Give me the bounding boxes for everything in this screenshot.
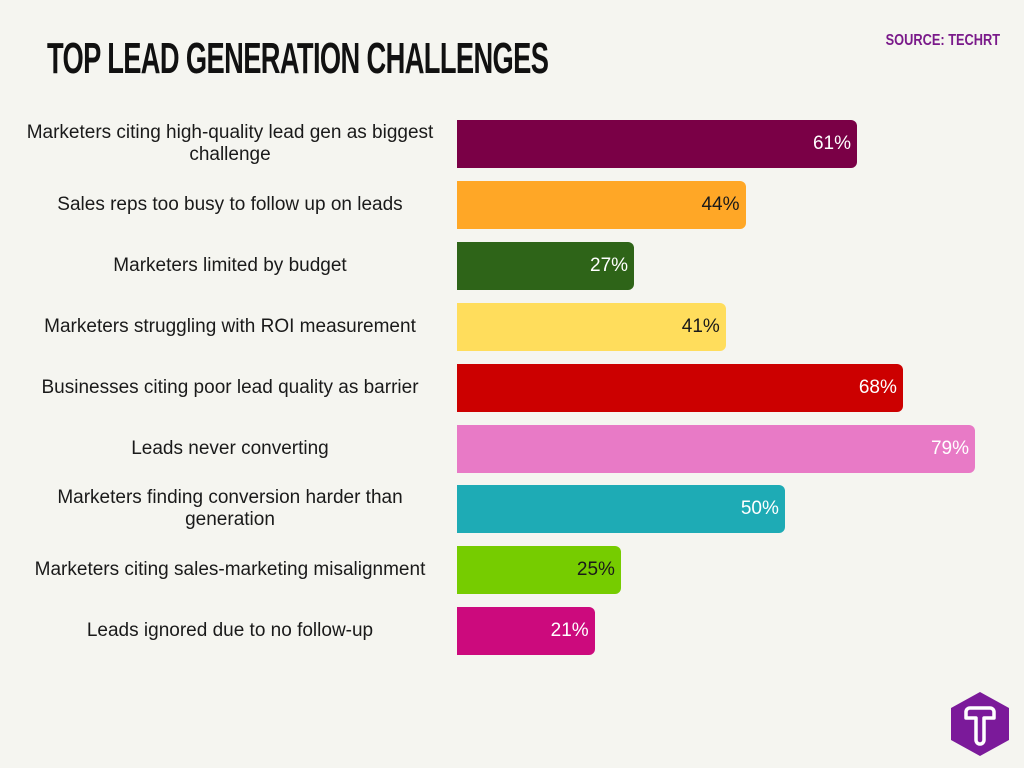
bar: 27% <box>457 241 635 290</box>
data-label: 79% <box>930 437 969 459</box>
category-label: Marketers struggling with ROI measuremen… <box>44 315 416 337</box>
bar: 61% <box>457 120 857 168</box>
category-label: Marketers citing sales-marketing misalig… <box>34 559 426 581</box>
bar: 44% <box>457 180 746 229</box>
data-label: 61% <box>812 133 851 154</box>
bar: 25% <box>457 546 621 595</box>
category-label: Leads never converting <box>131 437 329 459</box>
data-label: 25% <box>576 559 615 581</box>
data-label: 44% <box>701 193 740 215</box>
category-label: Businesses citing poor lead quality as b… <box>41 376 419 398</box>
data-label: 41% <box>681 315 720 337</box>
bar: 41% <box>457 302 726 351</box>
data-label: 50% <box>740 498 779 520</box>
category-label: Marketers citing high-quality lead gen a… <box>26 122 434 165</box>
category-label: Marketers finding conversion harder than… <box>57 487 403 531</box>
category-label: Leads ignored due to no follow-up <box>86 620 374 642</box>
bar: 79% <box>457 424 975 473</box>
source-label: SOURCE: TECHRT <box>885 32 1000 49</box>
data-label: 27% <box>590 254 629 276</box>
techrt-logo-icon <box>951 692 1009 756</box>
category-label: Marketers limited by budget <box>113 254 347 276</box>
bar: 68% <box>457 363 903 412</box>
data-label: 68% <box>858 376 897 398</box>
bar: 50% <box>457 485 785 534</box>
category-label: Sales reps too busy to follow up on lead… <box>57 193 403 215</box>
chart-title: TOP LEAD GENERATION CHALLENGES <box>47 34 549 83</box>
bar: 21% <box>457 607 595 656</box>
data-label: 21% <box>550 620 589 642</box>
